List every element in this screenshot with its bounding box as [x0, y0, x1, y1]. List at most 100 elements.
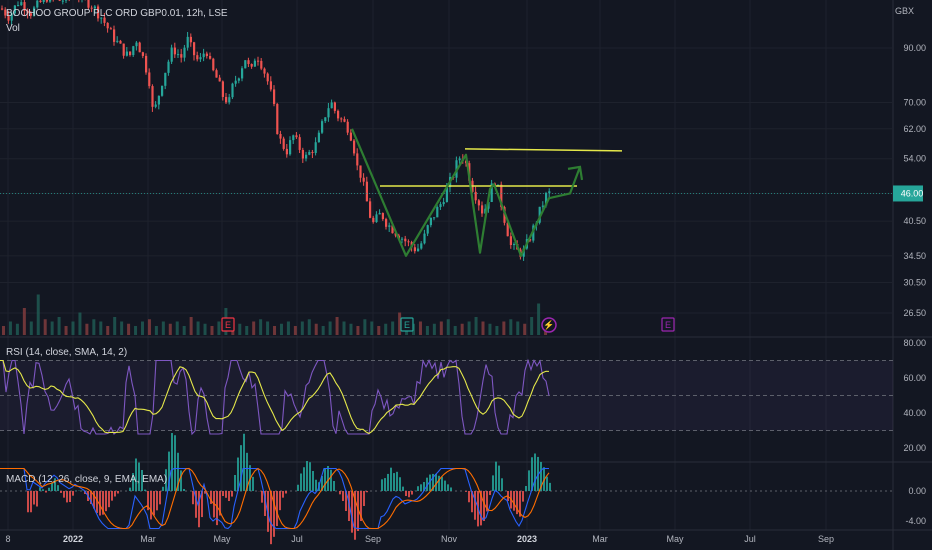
candle-body	[340, 118, 343, 120]
candle-body	[209, 56, 212, 59]
candle-body	[237, 78, 240, 81]
macd-histogram-bar	[333, 481, 335, 491]
macd-histogram-bar	[429, 474, 431, 491]
volume-bar	[432, 323, 436, 335]
macd-histogram-bar	[402, 486, 404, 491]
candle-body	[167, 61, 170, 73]
candle-body	[529, 239, 532, 241]
volume-bar	[113, 317, 117, 335]
candle-body	[58, 0, 61, 1]
volume-bar	[377, 326, 381, 335]
candle-body	[378, 213, 381, 215]
macd-histogram-bar	[66, 491, 68, 503]
macd-histogram-bar	[111, 491, 113, 501]
macd-tick-label: -4.00	[905, 516, 926, 526]
candle-body	[260, 60, 263, 69]
macd-histogram-bar	[315, 479, 317, 491]
macd-histogram-bar	[270, 491, 272, 545]
macd-histogram-bar	[399, 477, 401, 491]
volume-bar	[36, 294, 40, 335]
macd-histogram-bar	[102, 491, 104, 515]
volume-bar	[384, 323, 388, 335]
candle-body	[125, 51, 128, 56]
candle-body	[106, 22, 109, 29]
macd-histogram-bar	[420, 484, 422, 491]
volume-bar	[78, 312, 82, 335]
macd-histogram-bar	[417, 486, 419, 491]
candle-body	[164, 72, 167, 86]
candle-body	[39, 0, 42, 3]
macd-histogram-bar	[300, 473, 302, 491]
candle-body	[93, 6, 96, 9]
macd-histogram-bar	[360, 491, 362, 521]
candle-body	[413, 247, 416, 252]
candle-body	[346, 121, 349, 133]
volume-bar	[217, 321, 221, 335]
macd-histogram-bar	[396, 471, 398, 491]
candle-body	[500, 184, 503, 208]
candle-body	[103, 17, 106, 23]
volume-bar	[85, 323, 89, 335]
candle-body	[4, 9, 7, 16]
volume-bar	[307, 319, 311, 335]
candle-body	[100, 17, 103, 19]
candle-body	[20, 2, 23, 6]
volume-bar	[127, 323, 131, 335]
macd-histogram-bar	[390, 467, 392, 491]
macd-signal-line	[0, 467, 550, 530]
candle-body	[132, 46, 135, 56]
macd-histogram-bar	[144, 489, 146, 491]
macd-histogram-bar	[201, 491, 203, 518]
last-price-badge	[893, 185, 923, 202]
candle-body	[205, 53, 208, 57]
candle-body	[17, 5, 20, 7]
event-marker-dividend-ex	[400, 317, 414, 332]
candle-body	[212, 58, 215, 71]
macd-histogram-bar	[210, 491, 212, 504]
candle-body	[234, 80, 237, 84]
candle-body	[247, 60, 250, 64]
candle-body	[109, 28, 112, 30]
volume-bar	[154, 326, 158, 335]
candle-body	[273, 89, 276, 104]
macd-histogram-bar	[438, 475, 440, 491]
candle-body	[269, 81, 272, 90]
candle-body	[250, 63, 253, 67]
candle-body	[228, 97, 231, 103]
macd-histogram-bar	[528, 470, 530, 491]
volume-bar	[175, 321, 179, 335]
volume-bar	[147, 319, 151, 335]
candle-body	[13, 5, 16, 14]
macd-histogram-bar	[180, 470, 182, 491]
candle-body	[439, 204, 442, 208]
macd-histogram-bar	[534, 453, 536, 491]
price-tick-label: 30.50	[903, 278, 926, 288]
macd-histogram-bar	[30, 491, 32, 513]
macd-histogram-bar	[36, 491, 38, 507]
candle-body	[375, 214, 378, 223]
macd-histogram-bar	[495, 461, 497, 491]
candle-body	[199, 57, 202, 60]
macd-histogram-bar	[240, 445, 242, 491]
macd-histogram-bar	[243, 433, 245, 491]
macd-histogram-bar	[174, 435, 176, 491]
candle-body	[45, 0, 48, 2]
candle-body	[445, 187, 448, 203]
volume-bar	[92, 319, 96, 335]
macd-histogram-bar	[549, 482, 551, 491]
macd-histogram-bar	[222, 491, 224, 496]
macd-histogram-bar	[498, 465, 500, 491]
candle-body	[481, 205, 484, 214]
macd-histogram-bar	[324, 468, 326, 491]
candle-body	[330, 102, 333, 109]
macd-histogram-bar	[195, 491, 197, 518]
candle-body	[282, 138, 285, 149]
macd-histogram-bar	[471, 491, 473, 513]
macd-histogram-bar	[48, 487, 50, 491]
volume-bar	[161, 321, 165, 335]
macd-histogram-bar	[273, 491, 275, 537]
candle-body	[497, 184, 500, 186]
macd-histogram-bar	[171, 433, 173, 491]
candle-body	[426, 225, 429, 234]
